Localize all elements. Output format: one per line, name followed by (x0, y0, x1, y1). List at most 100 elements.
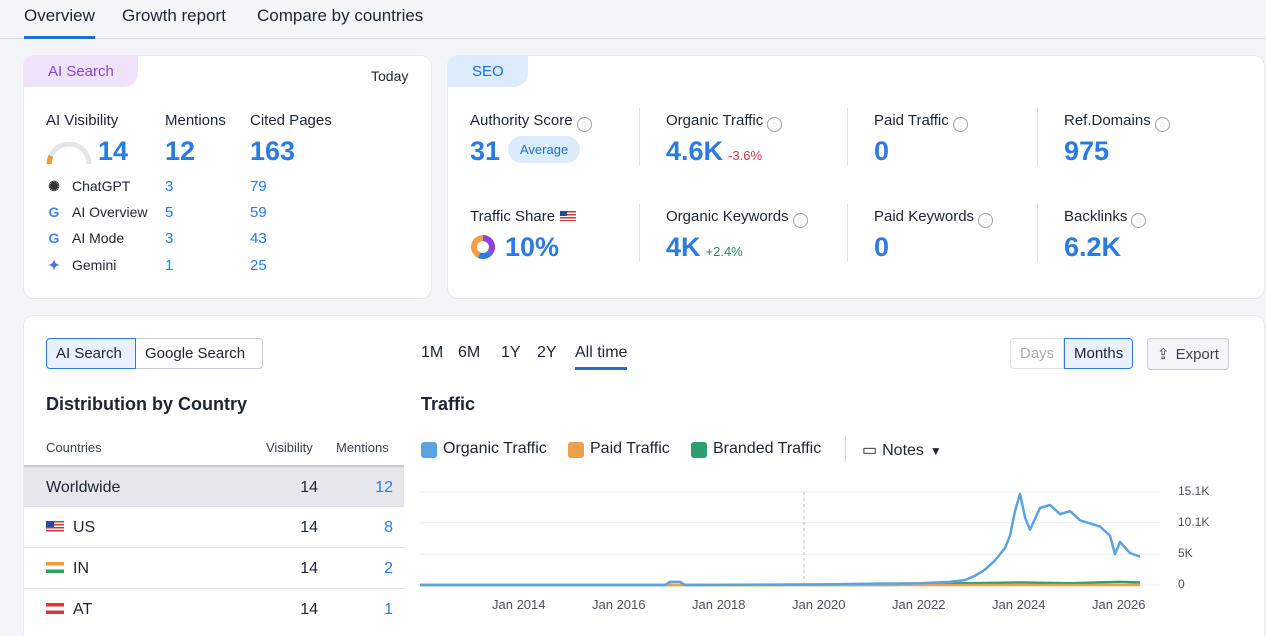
mentions-value[interactable]: 12 (165, 136, 196, 166)
range-1y[interactable]: 1Y (501, 344, 521, 361)
toggle-ai-search[interactable]: AI Search (46, 338, 136, 369)
info-icon[interactable]: ◌ (767, 117, 783, 132)
tab-compare-by-countries[interactable]: Compare by countries (257, 6, 424, 25)
paid-traffic-value[interactable]: 0 (874, 136, 890, 166)
traffic-chart (420, 491, 1160, 587)
info-icon[interactable]: ◌ (576, 117, 592, 132)
country-visibility: 14 (300, 479, 318, 496)
google-icon: G (48, 204, 60, 220)
table-row[interactable]: Worldwide 14 12 (24, 465, 404, 506)
gemini-icon: ✦ (48, 257, 60, 273)
legend-branded[interactable]: Branded Traffic (691, 440, 821, 458)
ai-search-card: AI Search Today AI Visibility Mentions C… (24, 56, 431, 298)
engine-mentions[interactable]: 3 (165, 230, 174, 247)
country-label: AT (46, 601, 92, 619)
paid-keywords-label: Paid Keywords ◌ (874, 208, 994, 228)
info-icon[interactable]: ◌ (952, 117, 968, 132)
info-icon[interactable]: ◌ (978, 213, 994, 228)
col-visibility: Visibility (266, 440, 313, 455)
engine-cited[interactable]: 79 (250, 178, 267, 195)
traffic-title: Traffic (421, 394, 476, 414)
country-mentions[interactable]: 8 (384, 519, 393, 536)
engine-name: Gemini (72, 257, 117, 273)
days-button[interactable]: Days (1010, 338, 1065, 369)
info-icon[interactable]: ◌ (792, 213, 808, 228)
paid-keywords-value[interactable]: 0 (874, 232, 890, 262)
organic-keywords-change: +2.4% (705, 244, 743, 259)
range-6m[interactable]: 6M (458, 344, 481, 361)
toggle-google-search[interactable]: Google Search (145, 345, 246, 362)
country-visibility: 14 (300, 519, 318, 536)
col-mentions: Mentions (336, 440, 389, 455)
checkbox-checked-icon (691, 442, 707, 458)
google-icon: G (48, 230, 60, 246)
divider (1037, 204, 1038, 262)
traffic-share-label: Traffic Share (470, 208, 585, 225)
engine-cited[interactable]: 25 (250, 257, 267, 274)
country-mentions[interactable]: 2 (384, 560, 393, 577)
page-tabs: Overview Growth report Compare by countr… (0, 0, 1266, 39)
engine-mentions[interactable]: 1 (165, 257, 174, 274)
search-type-toggle: AI Search Google Search (46, 338, 263, 369)
engine-cited[interactable]: 59 (250, 204, 267, 221)
country-mentions[interactable]: 12 (375, 479, 393, 496)
organic-traffic-label: Organic Traffic ◌ (666, 112, 783, 132)
tab-overview[interactable]: Overview (24, 6, 95, 39)
checkbox-checked-icon (421, 442, 437, 458)
table-row[interactable]: IN 14 2 (24, 547, 404, 588)
traffic-share-value: 10% (505, 232, 560, 262)
at-flag-icon (46, 603, 64, 614)
tab-growth-report[interactable]: Growth report (122, 6, 226, 25)
ref-domains-value[interactable]: 975 (1064, 136, 1110, 166)
authority-score-value: 31 (470, 136, 501, 166)
comment-icon: ▭ (862, 442, 878, 459)
engine-name: AI Overview (72, 204, 148, 220)
range-2y[interactable]: 2Y (537, 344, 557, 361)
x-tick: Jan 2024 (992, 597, 1046, 612)
series-line-organic-traffic[interactable] (420, 492, 1141, 587)
legend-organic[interactable]: Organic Traffic (421, 440, 547, 458)
visibility-gauge-icon (46, 142, 92, 165)
checkbox-checked-icon (568, 442, 584, 458)
divider (847, 204, 848, 262)
table-row[interactable]: AT 14 1 (24, 588, 404, 629)
y-tick: 0 (1178, 577, 1185, 591)
ai-visibility-label: AI Visibility (46, 112, 119, 129)
ref-domains-label: Ref.Domains ◌ (1064, 112, 1170, 132)
range-1m[interactable]: 1M (421, 344, 444, 361)
x-tick: Jan 2014 (492, 597, 546, 612)
distribution-title: Distribution by Country (46, 394, 247, 414)
months-button[interactable]: Months (1064, 338, 1134, 369)
x-tick: Jan 2022 (892, 597, 946, 612)
traffic-share-donut-icon (471, 235, 495, 259)
chatgpt-icon: ✺ (48, 178, 60, 194)
paid-traffic-label: Paid Traffic ◌ (874, 112, 968, 132)
country-visibility: 14 (300, 601, 318, 618)
cited-pages-value[interactable]: 163 (250, 136, 296, 166)
seo-card: SEO Authority Score ◌ 31 Average Organic … (448, 56, 1264, 298)
divider (847, 108, 848, 166)
country-mentions[interactable]: 1 (384, 601, 393, 618)
authority-badge: Average (508, 136, 581, 163)
engine-cited[interactable]: 43 (250, 230, 267, 247)
in-flag-icon (46, 562, 64, 573)
notes-dropdown[interactable]: ▭ Notes ▼ (862, 442, 942, 459)
engine-name: AI Mode (72, 230, 125, 246)
mentions-label: Mentions (165, 112, 226, 129)
table-row[interactable]: US 14 8 (24, 506, 404, 547)
engine-mentions[interactable]: 3 (165, 178, 174, 195)
us-flag-icon (46, 521, 64, 532)
backlinks-label: Backlinks ◌ (1064, 208, 1147, 228)
y-tick: 10.1K (1178, 515, 1210, 529)
legend-paid[interactable]: Paid Traffic (568, 440, 670, 458)
country-label: IN (46, 560, 89, 578)
organic-traffic-value[interactable]: 4.6K -3.6% (666, 136, 763, 166)
engine-mentions[interactable]: 5 (165, 204, 174, 221)
info-icon[interactable]: ◌ (1131, 213, 1147, 228)
us-flag-icon (560, 211, 577, 221)
export-button[interactable]: ⇪ Export (1147, 338, 1229, 370)
organic-keywords-value[interactable]: 4K +2.4% (666, 232, 743, 262)
backlinks-value[interactable]: 6.2K (1064, 232, 1122, 262)
range-all-time[interactable]: All time (575, 344, 628, 370)
info-icon[interactable]: ◌ (1154, 117, 1170, 132)
